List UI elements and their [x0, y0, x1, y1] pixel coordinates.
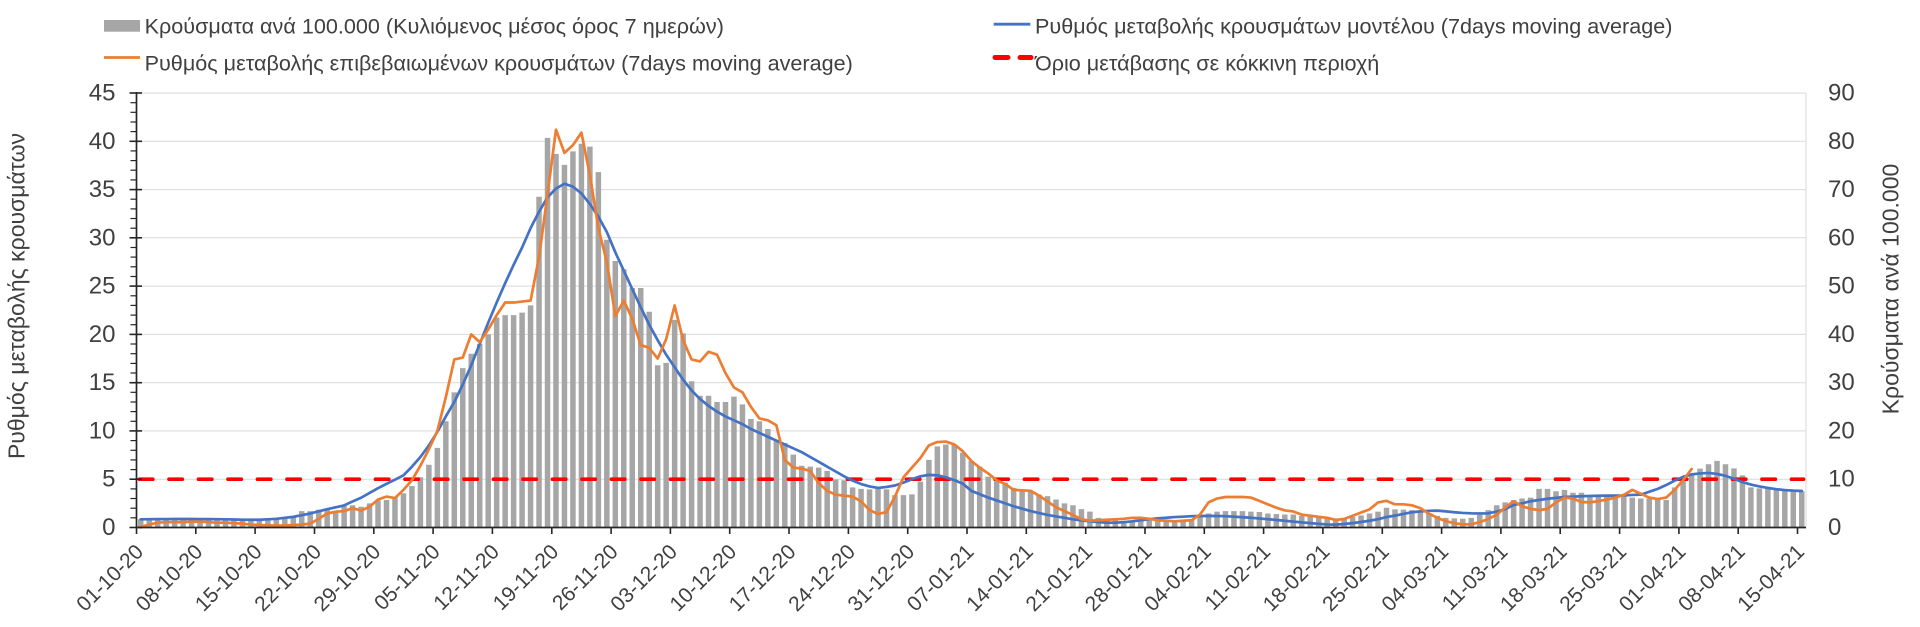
- svg-text:10: 10: [1828, 466, 1855, 493]
- svg-text:Ρυθμός μεταβολής επιβεβαιωμένω: Ρυθμός μεταβολής επιβεβαιωμένων κρουσμάτ…: [145, 51, 853, 76]
- svg-text:0: 0: [1828, 514, 1841, 541]
- svg-text:20: 20: [1828, 417, 1855, 444]
- svg-text:30: 30: [1828, 369, 1855, 396]
- svg-text:30: 30: [89, 224, 116, 251]
- svg-text:Ρυθμός μεταβολής κρουσμάτων: Ρυθμός μεταβολής κρουσμάτων: [4, 133, 30, 459]
- svg-text:25: 25: [89, 273, 116, 300]
- svg-text:40: 40: [1828, 321, 1855, 348]
- svg-text:70: 70: [1828, 176, 1855, 203]
- svg-text:50: 50: [1828, 273, 1855, 300]
- svg-text:Όριο μετάβασης σε κόκκινη περι: Όριο μετάβασης σε κόκκινη περιοχή: [1034, 51, 1379, 76]
- svg-text:Κρούσματα ανά 100.000: Κρούσματα ανά 100.000: [1878, 164, 1904, 415]
- svg-text:Ρυθμός μεταβολής κρουσμάτων μο: Ρυθμός μεταβολής κρουσμάτων μοντέλου (7d…: [1035, 14, 1672, 39]
- svg-text:45: 45: [89, 80, 116, 107]
- svg-text:10: 10: [89, 417, 116, 444]
- svg-text:90: 90: [1828, 80, 1855, 107]
- svg-text:Κρούσματα ανά 100.000 (Κυλιόμε: Κρούσματα ανά 100.000 (Κυλιόμενος μέσος …: [145, 14, 724, 39]
- svg-text:5: 5: [102, 466, 115, 493]
- svg-text:35: 35: [89, 176, 116, 203]
- svg-text:20: 20: [89, 321, 116, 348]
- svg-text:60: 60: [1828, 224, 1855, 251]
- svg-text:40: 40: [89, 128, 116, 155]
- svg-text:0: 0: [102, 514, 115, 541]
- svg-text:15: 15: [89, 369, 116, 396]
- svg-text:80: 80: [1828, 128, 1855, 155]
